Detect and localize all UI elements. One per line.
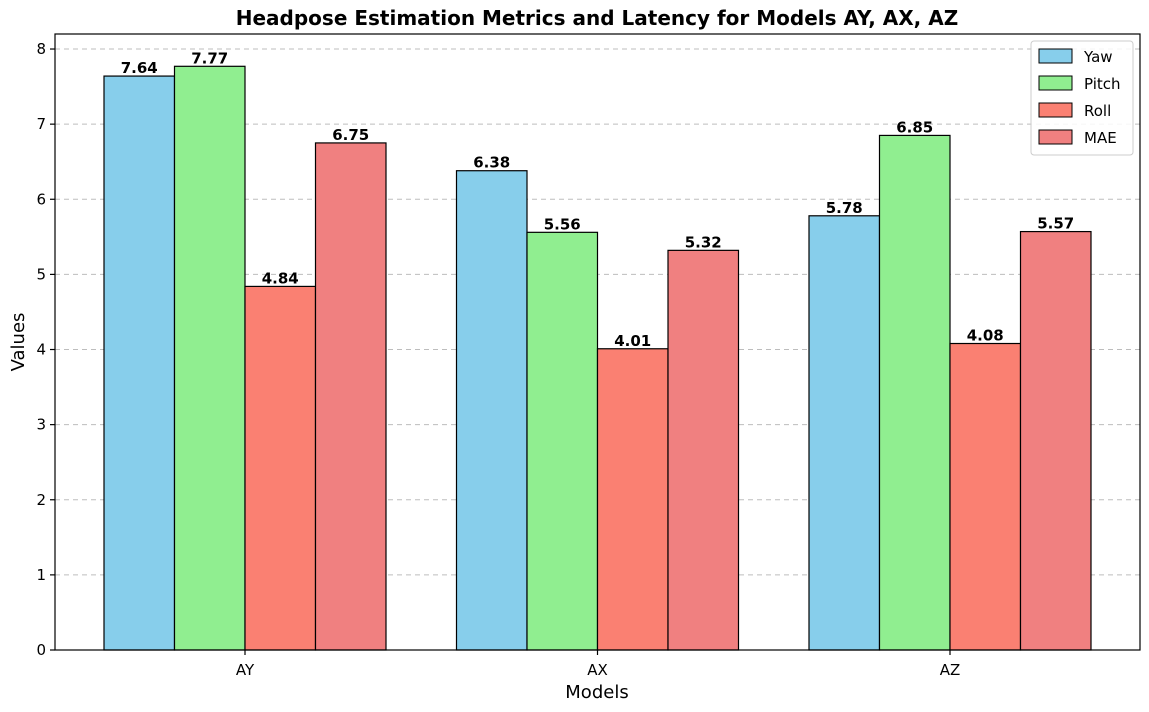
data-label: 7.64 [121,59,158,77]
y-axis-label: Values [8,313,29,372]
bar-pitch-ay [173,65,246,651]
bars [103,65,1092,651]
bar-mae-az [1019,230,1092,651]
legend-label-pitch: Pitch [1084,75,1121,93]
legend-box [1030,40,1134,156]
y-tick-label: 0 [36,641,46,659]
data-label: 6.85 [896,118,933,136]
x-axis-label: Models [565,682,628,703]
legend-swatch-mae [1038,129,1073,145]
y-tick-label: 1 [36,566,46,584]
legend-label-yaw: Yaw [1083,48,1113,66]
y-tick-label: 4 [36,341,46,359]
y-tick-label: 2 [36,491,46,509]
data-label: 5.57 [1037,215,1074,233]
legend-label-mae: MAE [1084,129,1117,147]
data-label: 5.32 [685,233,722,251]
legend-swatch-roll [1038,102,1073,118]
data-label: 4.01 [614,332,651,350]
y-tick-label: 7 [36,115,46,133]
y-tick-label: 8 [36,40,46,58]
data-label: 5.56 [544,215,581,233]
data-label: 4.84 [262,269,299,287]
bar-mae-ay [314,142,387,651]
bar-yaw-ay [103,75,176,651]
bar-yaw-az [808,215,881,651]
x-tick-label: AY [236,661,255,679]
x-tick-label: AZ [940,661,961,679]
bar-roll-ay [244,285,317,651]
legend: Yaw Pitch Roll MAE [1030,40,1134,156]
bar-roll-az [949,342,1022,651]
data-label: 7.77 [191,49,228,67]
data-label: 4.08 [967,327,1004,345]
y-tick-label: 3 [36,416,46,434]
bar-pitch-ax [526,231,599,651]
legend-label-roll: Roll [1084,102,1111,120]
y-tick-label: 5 [36,265,46,283]
data-labels: 7.64 7.77 4.84 6.75 6.38 5.56 4.01 5.32 5.78 6.85… [121,49,1075,349]
legend-swatch-yaw [1038,48,1073,64]
bar-mae-ax [667,249,740,651]
bar-roll-ax [596,348,669,651]
x-axis-ticks: AY AX AZ [236,650,960,679]
x-tick-label: AX [587,661,608,679]
data-label: 5.78 [826,199,863,217]
y-axis-ticks: 0 1 2 3 4 5 6 7 8 [36,40,55,659]
data-label: 6.38 [473,154,510,172]
legend-swatch-pitch [1038,75,1073,91]
y-tick-label: 6 [36,190,46,208]
bar-pitch-az [878,134,951,651]
chart-title: Headpose Estimation Metrics and Latency … [236,6,958,30]
bar-yaw-ax [455,170,528,651]
data-label: 6.75 [332,126,369,144]
